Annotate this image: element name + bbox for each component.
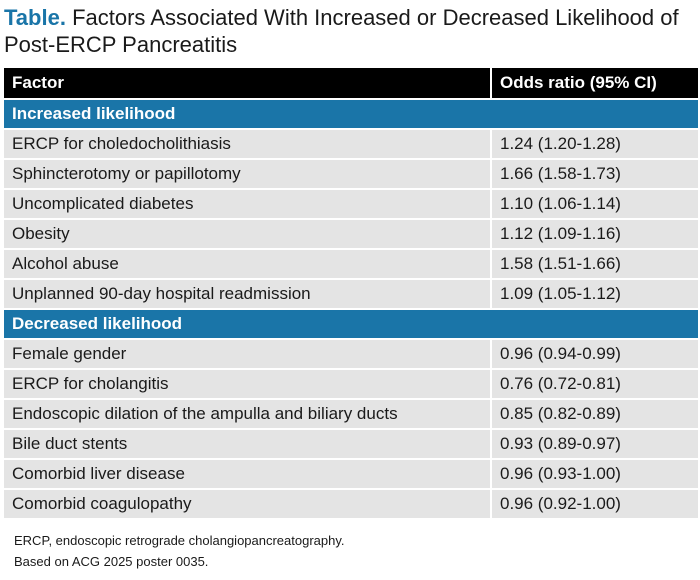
odds-ratio-cell: 0.96 (0.94-0.99) (491, 339, 698, 370)
table-title-text: Factors Associated With Increased or Dec… (4, 5, 679, 57)
factor-cell: Unplanned 90-day hospital readmission (4, 279, 492, 310)
table-row: Bile duct stents 0.93 (0.89-0.97) (4, 429, 698, 460)
section-label: Increased likelihood (4, 99, 698, 130)
table-row: Female gender 0.96 (0.94-0.99) (4, 339, 698, 370)
table-title: Table. Factors Associated With Increased… (4, 4, 694, 58)
table-row: Sphincterotomy or papillotomy 1.66 (1.58-… (4, 159, 698, 190)
odds-ratio-cell: 0.76 (0.72-0.81) (491, 369, 698, 400)
factor-cell: Comorbid coagulopathy (4, 489, 492, 520)
table-row: Comorbid liver disease 0.96 (0.93-1.00) (4, 459, 698, 490)
odds-ratio-cell: 0.96 (0.92-1.00) (491, 489, 698, 520)
factor-cell: Female gender (4, 339, 492, 370)
factor-cell: Uncomplicated diabetes (4, 189, 492, 220)
footnotes: ERCP, endoscopic retrograde cholangiopan… (14, 530, 694, 572)
factor-cell: ERCP for cholangitis (4, 369, 492, 400)
section-label: Decreased likelihood (4, 309, 698, 340)
header-odds-ratio: Odds ratio (95% CI) (491, 68, 698, 100)
table-body: Increased likelihood ERCP for choledochol… (4, 99, 698, 520)
odds-ratio-cell: 0.96 (0.93-1.00) (491, 459, 698, 490)
odds-ratio-cell: 1.24 (1.20-1.28) (491, 129, 698, 160)
table-row: Alcohol abuse 1.58 (1.51-1.66) (4, 249, 698, 280)
table-row: Obesity 1.12 (1.09-1.16) (4, 219, 698, 250)
factor-cell: Sphincterotomy or papillotomy (4, 159, 492, 190)
section-row: Increased likelihood (4, 99, 698, 130)
header-factor: Factor (4, 68, 492, 100)
footnote-source: Based on ACG 2025 poster 0035. (14, 554, 209, 569)
footnote-abbreviation: ERCP, endoscopic retrograde cholangiopan… (14, 533, 345, 548)
table-row: Endoscopic dilation of the ampulla and b… (4, 399, 698, 430)
factors-table: Factor Odds ratio (95% CI) Increased lik… (4, 68, 698, 520)
factor-cell: Alcohol abuse (4, 249, 492, 280)
table-row: Comorbid coagulopathy 0.96 (0.92-1.00) (4, 489, 698, 520)
factor-cell: Obesity (4, 219, 492, 250)
odds-ratio-cell: 0.85 (0.82-0.89) (491, 399, 698, 430)
table-row: Unplanned 90-day hospital readmission 1.0… (4, 279, 698, 310)
odds-ratio-cell: 1.66 (1.58-1.73) (491, 159, 698, 190)
table-row: ERCP for cholangitis 0.76 (0.72-0.81) (4, 369, 698, 400)
odds-ratio-cell: 1.10 (1.06-1.14) (491, 189, 698, 220)
odds-ratio-cell: 0.93 (0.89-0.97) (491, 429, 698, 460)
odds-ratio-cell: 1.09 (1.05-1.12) (491, 279, 698, 310)
factor-cell: Bile duct stents (4, 429, 492, 460)
table-title-lead: Table. (4, 5, 66, 30)
table-header-row: Factor Odds ratio (95% CI) (4, 68, 698, 100)
odds-ratio-cell: 1.12 (1.09-1.16) (491, 219, 698, 250)
factor-cell: Comorbid liver disease (4, 459, 492, 490)
table-row: Uncomplicated diabetes 1.10 (1.06-1.14) (4, 189, 698, 220)
section-row: Decreased likelihood (4, 309, 698, 340)
table-row: ERCP for choledocholithiasis 1.24 (1.20-1… (4, 129, 698, 160)
factor-cell: ERCP for choledocholithiasis (4, 129, 492, 160)
factor-cell: Endoscopic dilation of the ampulla and b… (4, 399, 492, 430)
odds-ratio-cell: 1.58 (1.51-1.66) (491, 249, 698, 280)
